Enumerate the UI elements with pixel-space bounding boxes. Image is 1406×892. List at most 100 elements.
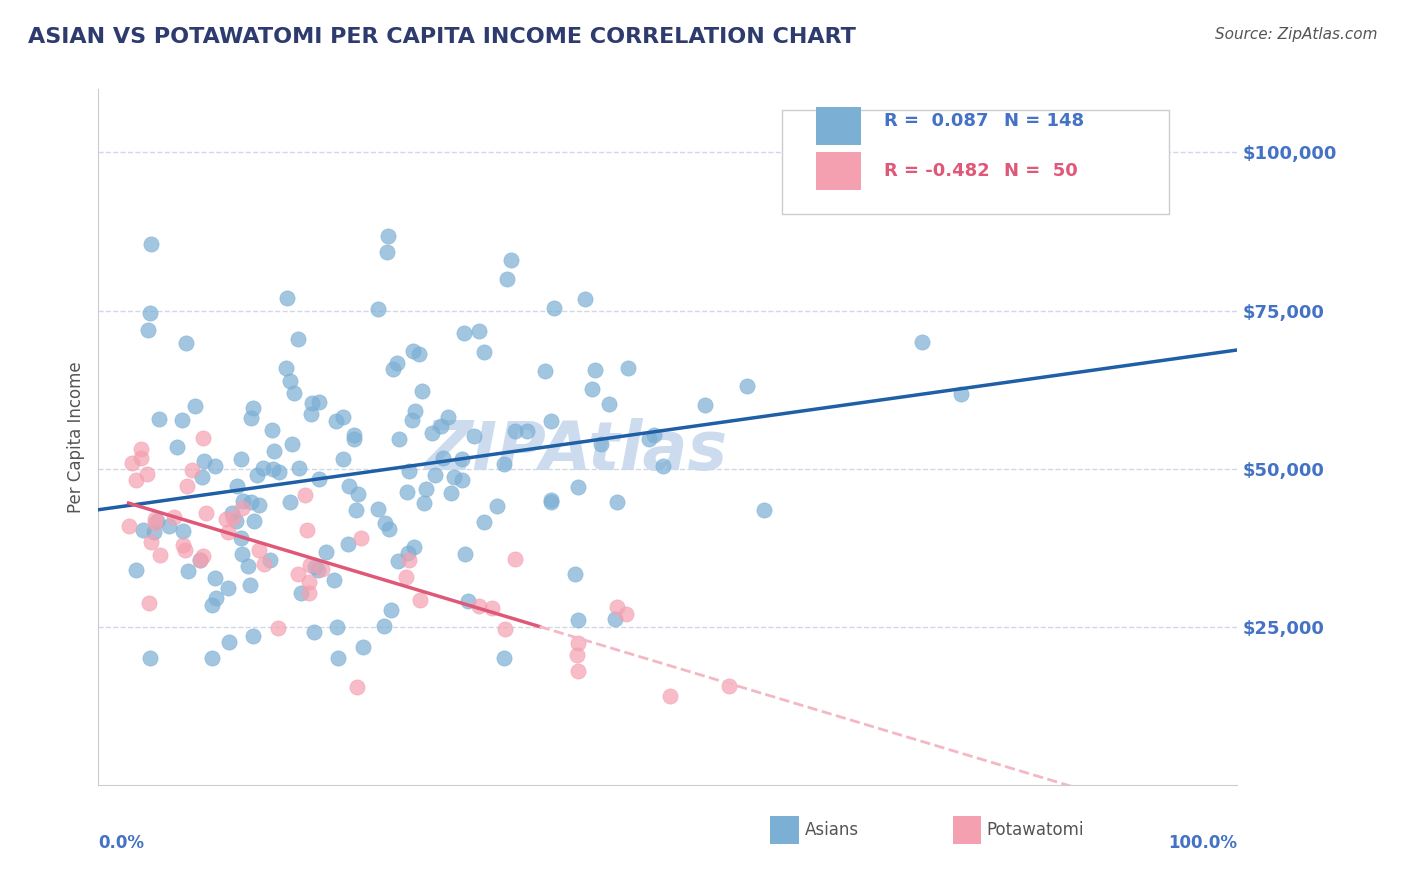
Point: [377, 522, 399, 536]
Point: [139, 306, 162, 320]
Point: [651, 459, 673, 474]
Point: [603, 612, 626, 626]
Point: [322, 573, 344, 587]
Point: [117, 519, 139, 533]
Text: R =  0.087: R = 0.087: [884, 112, 988, 129]
Point: [463, 429, 485, 443]
Point: [193, 454, 215, 468]
Point: [188, 552, 211, 566]
Point: [457, 594, 479, 608]
Point: [501, 252, 523, 267]
Point: [950, 386, 973, 401]
Point: [226, 478, 249, 492]
Point: [380, 603, 402, 617]
Point: [581, 382, 603, 396]
Point: [567, 635, 589, 649]
Point: [350, 532, 373, 546]
Text: 0.0%: 0.0%: [98, 834, 145, 852]
Point: [177, 564, 200, 578]
Point: [396, 484, 419, 499]
Point: [492, 651, 515, 665]
Point: [492, 457, 515, 471]
Point: [617, 361, 640, 376]
Point: [283, 386, 305, 401]
Point: [138, 323, 160, 337]
Point: [315, 545, 337, 559]
Point: [125, 563, 148, 577]
Point: [170, 412, 193, 426]
Point: [246, 467, 269, 482]
Point: [643, 428, 665, 442]
Point: [278, 374, 301, 388]
Point: [402, 344, 425, 359]
Point: [308, 395, 330, 409]
Point: [157, 519, 180, 533]
Point: [398, 464, 420, 478]
Point: [503, 424, 526, 438]
Point: [181, 463, 204, 477]
Point: [287, 332, 309, 346]
Point: [294, 488, 316, 502]
Point: [176, 336, 198, 351]
Point: [432, 451, 454, 466]
Point: [534, 364, 557, 378]
Point: [252, 461, 274, 475]
Point: [131, 450, 153, 465]
Point: [425, 468, 447, 483]
Point: [453, 547, 475, 561]
Point: [139, 651, 162, 665]
Point: [443, 470, 465, 484]
Point: [217, 582, 239, 596]
Point: [231, 500, 253, 515]
Point: [346, 680, 368, 694]
Point: [336, 536, 359, 550]
Point: [125, 473, 148, 487]
Point: [398, 553, 420, 567]
Point: [290, 586, 312, 600]
Point: [451, 474, 474, 488]
Point: [411, 384, 433, 399]
Point: [253, 557, 276, 571]
Point: [215, 512, 238, 526]
Point: [325, 414, 347, 428]
Point: [148, 412, 170, 426]
Point: [437, 409, 460, 424]
Point: [468, 599, 491, 614]
Text: ASIAN VS POTAWATOMI PER CAPITA INCOME CORRELATION CHART: ASIAN VS POTAWATOMI PER CAPITA INCOME CO…: [28, 27, 856, 46]
Point: [240, 410, 263, 425]
Point: [221, 506, 243, 520]
Point: [472, 345, 495, 359]
FancyBboxPatch shape: [782, 110, 1168, 214]
Point: [232, 494, 254, 508]
Point: [278, 494, 301, 508]
Point: [412, 496, 434, 510]
Point: [472, 515, 495, 529]
Point: [415, 482, 437, 496]
Point: [332, 452, 354, 467]
Point: [606, 495, 628, 509]
Point: [225, 514, 247, 528]
Point: [583, 363, 606, 377]
Point: [540, 492, 562, 507]
Point: [295, 523, 318, 537]
Point: [267, 465, 290, 479]
Point: [352, 640, 374, 655]
Point: [262, 462, 284, 476]
Point: [374, 516, 396, 530]
Text: Source: ZipAtlas.com: Source: ZipAtlas.com: [1215, 27, 1378, 42]
Text: 100.0%: 100.0%: [1168, 834, 1237, 852]
Point: [276, 291, 298, 305]
Point: [422, 425, 444, 440]
Point: [453, 326, 475, 341]
Point: [693, 398, 716, 412]
Point: [401, 413, 423, 427]
Point: [430, 418, 453, 433]
Point: [344, 503, 367, 517]
Point: [201, 651, 224, 665]
Point: [373, 619, 395, 633]
Point: [121, 456, 143, 470]
Point: [195, 507, 218, 521]
Point: [242, 401, 264, 415]
Point: [229, 531, 252, 545]
Point: [205, 591, 228, 605]
